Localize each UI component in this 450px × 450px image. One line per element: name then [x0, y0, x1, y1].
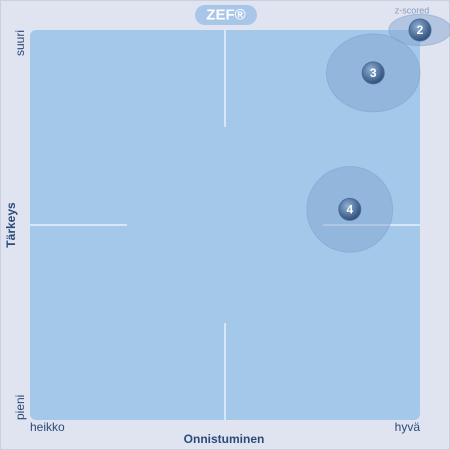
x-axis-label: Onnistuminen — [184, 432, 265, 446]
chart-title: ZEF® — [206, 6, 245, 23]
y-tick-label: pieni — [13, 395, 27, 420]
point-label: 3 — [370, 66, 377, 80]
point — [408, 18, 432, 42]
point — [338, 197, 362, 221]
point — [361, 61, 385, 85]
x-tick-label: heikko — [30, 420, 65, 434]
title-pill — [195, 5, 257, 25]
quadrant-lines — [30, 30, 420, 420]
x-tick-label: hyvä — [395, 420, 421, 434]
point-label: 2 — [417, 23, 424, 37]
plot-area — [30, 30, 420, 420]
subtitle: z-scored — [395, 5, 430, 15]
y-tick-label: suuri — [13, 30, 27, 56]
y-axis-label: Tärkeys — [4, 202, 18, 248]
point-label: 4 — [346, 203, 353, 217]
